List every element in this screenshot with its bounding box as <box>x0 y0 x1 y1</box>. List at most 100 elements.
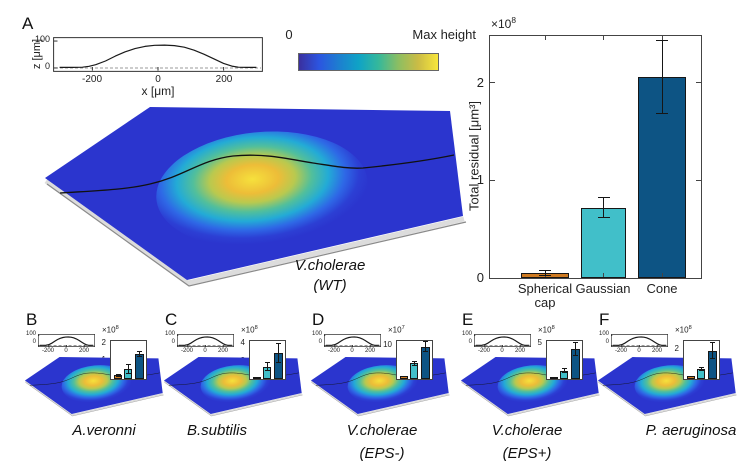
error-bar-line <box>603 197 604 218</box>
error-bar-line <box>266 362 268 371</box>
mini-bar-chart <box>110 340 147 380</box>
surface-underside-edge <box>461 382 600 417</box>
exponent-base: ×10 <box>675 325 689 335</box>
exponent-base: ×10 <box>538 325 552 335</box>
error-bar-cap <box>125 373 131 375</box>
inset-xtick-m200: -200 <box>81 74 102 85</box>
tick-mark <box>662 36 663 40</box>
inset-axes-box <box>474 334 531 347</box>
inset-xtick-200: 200 <box>215 74 233 85</box>
inset-xtick-200: 200 <box>514 348 525 354</box>
error-bar-line <box>117 374 119 377</box>
species-label: P. aeruginosa <box>645 422 737 439</box>
error-bar-cap <box>561 371 567 373</box>
cross-section-line <box>59 154 455 194</box>
inset-ytick-100: 100 <box>34 34 50 44</box>
inset-ytick-0: 0 <box>32 339 36 345</box>
tick-mark <box>696 179 701 181</box>
surface-underside-edge <box>164 382 303 417</box>
error-bar-line <box>575 342 576 356</box>
error-bar-cap <box>264 362 270 364</box>
error-bar-cap <box>698 366 704 368</box>
colony-dome <box>156 131 368 249</box>
surface-underside <box>310 380 450 416</box>
error-bar-cap <box>597 197 610 199</box>
tick-mark <box>603 36 604 40</box>
height-profile-curve <box>60 45 257 67</box>
inset-xtick-m200: -200 <box>327 348 340 354</box>
residual-bar <box>687 375 695 379</box>
error-bar-cap <box>276 361 281 363</box>
exponent-base: ×10 <box>491 17 512 31</box>
colorbar <box>298 53 439 71</box>
species-sublabel: (EPS+) <box>502 445 552 462</box>
exponent-power: 8 <box>254 325 258 331</box>
small-panel: C 100 0 -200 0 200 ×108 42 B.subtilis <box>157 308 307 472</box>
inset-xtick-200: 200 <box>364 348 375 354</box>
error-bar-cap <box>137 356 142 358</box>
inset-xtick-m200: -200 <box>180 348 193 354</box>
inset-xtick-0: 0 <box>203 348 207 354</box>
surface-species-label: V.cholerae <box>294 257 366 274</box>
mini-bar-chart <box>396 340 433 380</box>
species-sublabel: (EPS-) <box>359 445 405 462</box>
error-bar-cap <box>423 341 428 343</box>
error-bar-cap <box>411 364 417 366</box>
tick-mark <box>662 273 663 277</box>
error-bar-cap <box>698 370 704 372</box>
mini-chart-exponent: ×108 <box>102 325 119 335</box>
height-profile-curve <box>326 337 379 345</box>
height-profile-curve <box>613 337 666 345</box>
exponent-power: 8 <box>688 325 692 331</box>
surface-underside-edge <box>25 382 164 417</box>
error-bar-cap <box>539 275 551 277</box>
tick-mark <box>696 277 701 279</box>
colorbar-min-label: 0 <box>285 27 293 42</box>
error-bar-cap <box>710 358 715 360</box>
error-bar-line <box>563 368 565 373</box>
height-profile-curve <box>179 337 232 345</box>
y-tick-label: 5 <box>537 337 542 347</box>
error-bar-cap <box>264 370 270 372</box>
cross-section-plot <box>611 334 668 347</box>
error-bar-cap <box>710 341 715 343</box>
error-bar-cap <box>561 368 567 370</box>
cross-section-plot <box>177 334 234 347</box>
inset-ytick-100: 100 <box>311 331 322 337</box>
x-tick-label: Cone <box>646 281 678 296</box>
exponent-power: 8 <box>511 15 517 25</box>
exponent-power: 8 <box>551 325 555 331</box>
height-profile-curve <box>476 337 529 345</box>
mini-chart-exponent: ×107 <box>388 325 405 335</box>
exponent-base: ×10 <box>241 325 255 335</box>
inset-axes-box <box>54 38 263 72</box>
panel-letter: C <box>165 310 178 329</box>
species-label: B.subtilis <box>186 422 248 439</box>
mini-chart-yticks: 5 <box>520 337 544 378</box>
inset-ytick-100: 100 <box>598 331 609 337</box>
mini-chart-exponent: ×108 <box>675 325 692 335</box>
panel-letter: E <box>462 310 474 329</box>
error-bar-cap <box>573 341 578 343</box>
mini-chart-exponent: ×108 <box>241 325 258 335</box>
surface-underside <box>597 380 737 416</box>
tick-mark <box>603 273 604 277</box>
error-bar-line <box>139 351 140 357</box>
inset-ytick-0: 0 <box>171 339 175 345</box>
inset-axes-box <box>38 334 95 347</box>
panel-letter: F <box>599 310 610 329</box>
small-panel: F 100 0 -200 0 200 ×108 21 P. aeruginosa <box>591 308 741 472</box>
inset-xtick-200: 200 <box>217 348 228 354</box>
inset-xtick-m200: -200 <box>477 348 490 354</box>
exponent-base: ×10 <box>388 325 402 335</box>
inset-ytick-0: 0 <box>468 339 472 345</box>
tick-mark <box>545 273 546 277</box>
inset-xtick-0: 0 <box>64 348 68 354</box>
error-bar-line <box>278 343 279 363</box>
panel-a-letter: A <box>22 14 34 33</box>
residual-bar <box>135 354 144 379</box>
x-tick-label: Spherical cap <box>517 281 573 310</box>
inset-xtick-0: 0 <box>500 348 504 354</box>
error-bar-line <box>425 341 426 352</box>
surface-underside-edge <box>598 382 737 417</box>
